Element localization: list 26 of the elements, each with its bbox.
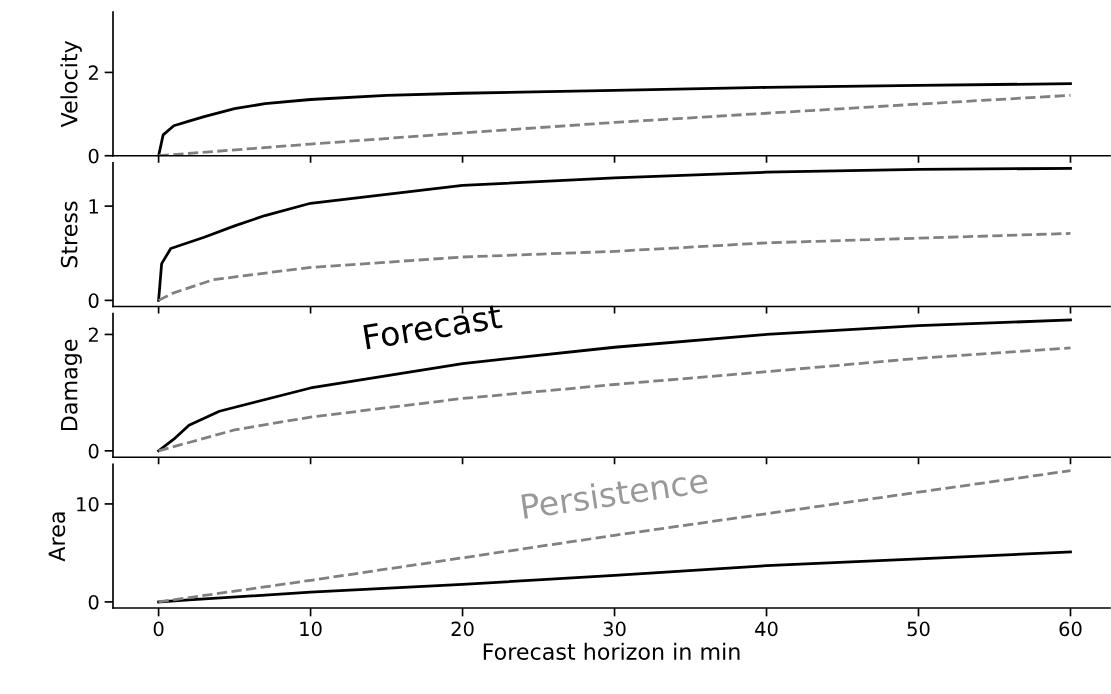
- y-axis-title: Area: [48, 512, 66, 562]
- x-tick-label: 50: [907, 621, 930, 637]
- y-tick-label: 1: [89, 199, 99, 214]
- line-series: [157, 167, 1072, 302]
- y-axis-title: Velocity: [60, 40, 82, 128]
- text: Persistence: [521, 467, 709, 520]
- y-axis-title: Stress: [60, 201, 78, 268]
- x-tick-label: 40: [755, 621, 778, 637]
- line-series: [157, 469, 1072, 604]
- y-axis-title: Damage: [61, 339, 82, 431]
- y-tick-label: 0: [88, 293, 99, 309]
- line-series: [157, 550, 1072, 604]
- x-tick-label: 0: [153, 621, 164, 637]
- y-tick-label: 0: [88, 443, 99, 459]
- y-tick-label: 2: [88, 65, 98, 80]
- line-series: [157, 232, 1072, 302]
- y-tick-label: 0: [88, 594, 99, 610]
- x-tick-label: 10: [300, 621, 322, 637]
- y-tick-label: 2: [88, 327, 98, 342]
- x-axis-title: Forecast horizon in min: [483, 642, 740, 660]
- x-tick-label: 20: [451, 621, 474, 637]
- x-tick-label: 60: [1059, 621, 1082, 637]
- text: Forecast: [363, 303, 503, 350]
- x-tick-label: 30: [603, 621, 626, 637]
- y-tick-label: 10: [77, 496, 99, 512]
- y-tick-label: 0: [88, 148, 99, 164]
